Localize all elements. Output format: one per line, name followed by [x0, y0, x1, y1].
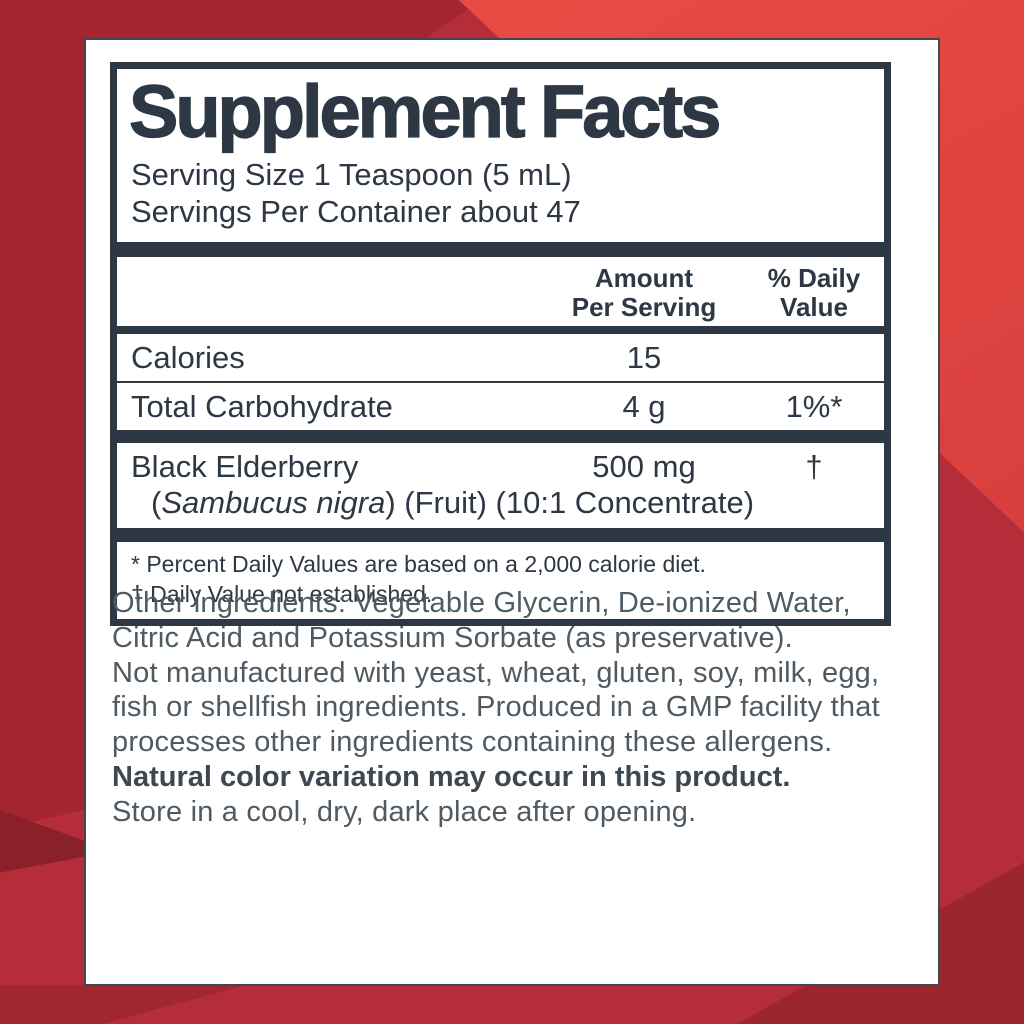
- supplement-facts-title: Supplement Facts: [128, 70, 722, 153]
- servings-per-container-line: Servings Per Container about 47: [131, 193, 581, 229]
- other-ingredients-paragraph: Other ingredients: Vegetable Glycerin, D…: [112, 587, 851, 654]
- detail-open: (: [151, 484, 162, 520]
- nutrient-name: Black Elderberry: [131, 448, 359, 484]
- amount-per-serving-header: Amount Per Serving: [571, 263, 717, 322]
- label-panel: Supplement Facts Serving Size 1 Teaspoon…: [84, 38, 940, 986]
- supplement-facts-box: Supplement Facts Serving Size 1 Teaspoon…: [110, 62, 891, 627]
- botanical-name: Sambucus nigra: [161, 484, 386, 520]
- footnotes: * Percent Daily Values are based on a 2,…: [117, 542, 884, 619]
- divider-bar-header: [117, 325, 884, 334]
- nutrient-amount: 500 mg: [592, 448, 696, 484]
- facts-row-calories: Calories 15: [117, 334, 884, 381]
- nutrient-amount: 15: [626, 339, 662, 375]
- footnote-dagger: † Daily Value not established.: [131, 580, 433, 607]
- nutrient-name: Total Carbohydrate: [131, 388, 393, 424]
- label-body-copy: Other ingredients: Vegetable Glycerin, D…: [112, 586, 916, 830]
- footnote-percent-dv: * Percent Daily Values are based on a 2,…: [131, 551, 706, 578]
- facts-row-elderberry: Black Elderberry 500 mg † (Sambucus nigr…: [117, 443, 884, 529]
- serving-info: Serving Size 1 Teaspoon (5 mL) Servings …: [117, 147, 884, 230]
- allergen-statement-paragraph: Not manufactured with yeast, wheat, glut…: [112, 656, 880, 759]
- divider-bar-footnote: [117, 528, 884, 543]
- nutrient-dv: †: [805, 448, 823, 484]
- detail-close: ) (Fruit) (10:1 Concentrate): [385, 484, 755, 520]
- percent-daily-value-header: % Daily Value: [767, 263, 861, 322]
- nutrient-name: Calories: [131, 339, 245, 375]
- nutrient-dv: 1%*: [785, 388, 843, 424]
- row-rule: [117, 380, 884, 383]
- divider-bar-mid: [117, 429, 884, 443]
- serving-size-line: Serving Size 1 Teaspoon (5 mL): [131, 157, 572, 193]
- divider-bar-thick: [117, 242, 884, 258]
- elderberry-detail-line: (Sambucus nigra) (Fruit) (10:1 Concentra…: [117, 485, 884, 529]
- facts-row-carbohydrate: Total Carbohydrate 4 g 1%*: [117, 383, 884, 430]
- storage-instructions: Store in a cool, dry, dark place after o…: [112, 795, 697, 828]
- facts-header-row: Amount Per Serving % Daily Value: [117, 257, 884, 325]
- nutrient-amount: 4 g: [622, 388, 666, 424]
- elderberry-main-line: Black Elderberry 500 mg †: [117, 443, 884, 485]
- color-variation-note: Natural color variation may occur in thi…: [112, 760, 791, 793]
